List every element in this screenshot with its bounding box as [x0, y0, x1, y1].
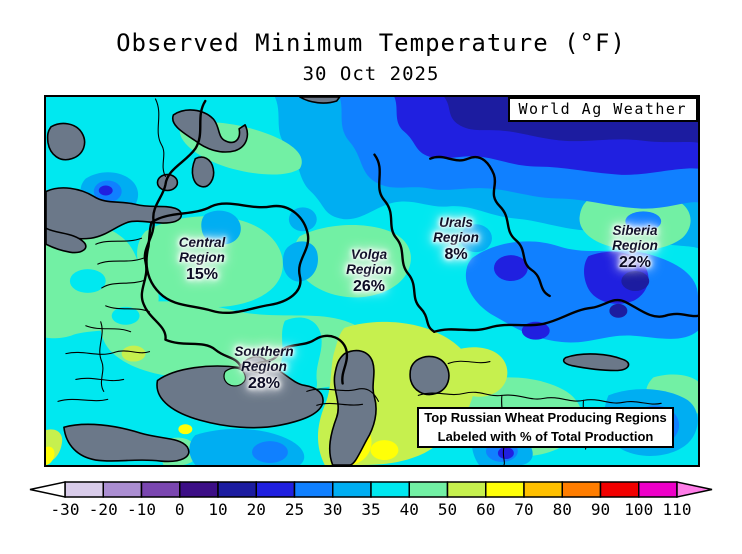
scandinavia: [46, 122, 86, 161]
region-label-urals: Urals Region 8%: [433, 215, 479, 264]
colorbar-tick: 110: [663, 500, 692, 519]
region-name: Region: [179, 250, 225, 266]
colorbar-tick: 0: [175, 500, 185, 519]
region-name: Urals: [439, 215, 473, 230]
caption-line-1: Top Russian Wheat Producing Regions: [424, 409, 667, 425]
colorbar-tick: 25: [285, 500, 304, 519]
temperature-colorbar: -30 -20 -10 0 10 20 25 30 35 40 50 60 70 80 90 100 110: [29, 481, 713, 519]
region-name: Region: [346, 262, 392, 278]
colorbar-segment: [255, 481, 296, 498]
region-name: Region: [612, 238, 658, 254]
colorbar-tick: 60: [476, 500, 495, 519]
colorbar-tick: 50: [438, 500, 457, 519]
region-percent: 26%: [352, 278, 386, 296]
colorbar-segment: [408, 481, 449, 498]
country-borders-thick: [140, 99, 698, 385]
colorbar-segment: [561, 481, 602, 498]
watermark-label: World Ag Weather: [518, 100, 687, 118]
colorbar-tick: 40: [400, 500, 419, 519]
region-percent: 8%: [444, 246, 468, 264]
region-percent: 28%: [247, 375, 281, 393]
arctic-bay: [299, 97, 341, 104]
region-name: Siberia: [612, 223, 658, 238]
region-name: Volga: [350, 247, 388, 262]
colorbar-tick: 70: [514, 500, 533, 519]
colorbar-segment: [64, 481, 104, 498]
colorbar-tick: 90: [591, 500, 610, 519]
page-title: Observed Minimum Temperature (°F): [116, 29, 626, 57]
colorbar-left-arrow: [29, 481, 66, 498]
country-borders-thin: [57, 98, 662, 465]
watermark-box: World Ag Weather: [507, 97, 698, 122]
lake-balkhash: [562, 353, 630, 372]
region-label-central: Central Region 15%: [179, 235, 226, 284]
caption-box: Top Russian Wheat Producing Regions Labe…: [417, 407, 674, 448]
colorbar-segment: [217, 481, 257, 498]
region-name: Region: [241, 359, 287, 375]
region-label-southern: Southern Region 28%: [234, 344, 293, 393]
region-name: Central: [178, 235, 226, 250]
water-bodies: [46, 97, 630, 465]
date-subtitle: 30 Oct 2025: [302, 63, 440, 85]
aegean-sea: [63, 423, 190, 463]
region-label-siberia: Siberia Region 22%: [612, 223, 658, 272]
colorbar-segment: [485, 481, 525, 498]
colorbar-segment: [599, 481, 640, 498]
region-label-volga: Volga Region 26%: [346, 247, 392, 296]
baltic-sea: [46, 187, 183, 240]
crimea: [223, 367, 246, 387]
colorbar-tick: 100: [624, 500, 653, 519]
colorbar-tick: 20: [247, 500, 266, 519]
baltic-south: [46, 227, 87, 254]
region-name: Southern: [234, 344, 294, 359]
colorbar-segment: [102, 481, 143, 498]
colorbar-tick: 35: [361, 500, 380, 519]
colorbar-segment: [140, 481, 181, 498]
colorbar-tick: -20: [89, 500, 118, 519]
colorbar-segment: [638, 481, 678, 498]
colorbar-segment: [293, 481, 334, 498]
lake-ladoga: [156, 173, 179, 192]
region-name: Region: [433, 230, 479, 246]
colorbar-tick: 30: [323, 500, 342, 519]
white-sea: [171, 109, 249, 153]
caption-line-2: Labeled with % of Total Production: [437, 428, 654, 444]
colorbar-right-arrow: [676, 481, 713, 498]
aral-sea: [409, 355, 450, 396]
colorbar-segment: [523, 481, 563, 498]
region-percent: 15%: [185, 266, 219, 284]
colorbar-segment: [179, 481, 219, 498]
colorbar-tick: 10: [208, 500, 227, 519]
colorbar-tick: -30: [51, 500, 80, 519]
colorbar-tick: -10: [127, 500, 156, 519]
lake-onega: [191, 156, 215, 188]
map-frame: World Ag Weather Central Region 15% Volga Re…: [44, 95, 700, 467]
colorbar-tick: 80: [553, 500, 572, 519]
colorbar-segment: [370, 481, 410, 498]
region-percent: 22%: [618, 254, 652, 272]
colorbar-segment: [446, 481, 487, 498]
colorbar-segment: [332, 481, 372, 498]
